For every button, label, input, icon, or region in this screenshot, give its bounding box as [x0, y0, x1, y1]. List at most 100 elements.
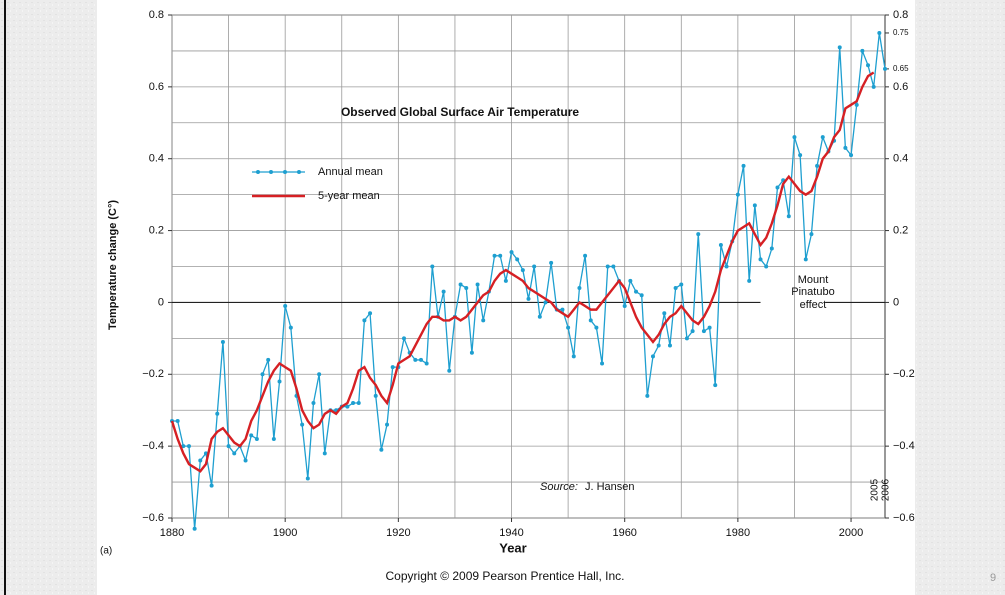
point	[300, 422, 305, 427]
point	[186, 444, 191, 449]
point	[481, 318, 486, 323]
point	[362, 318, 367, 323]
source-label: Source:	[540, 481, 578, 493]
point	[634, 289, 639, 294]
point	[588, 318, 593, 323]
legend-marker	[283, 170, 287, 174]
figure-background	[97, 0, 915, 595]
point	[809, 232, 814, 237]
y-axis-label: Temperature change (C°)	[107, 200, 119, 330]
page-number: 9	[990, 572, 996, 584]
point	[447, 368, 452, 373]
point	[175, 418, 180, 423]
point	[718, 242, 723, 247]
y-tick-label: 0.6	[149, 81, 164, 93]
point	[854, 102, 859, 107]
y2-tick-label: 0	[893, 296, 899, 308]
point	[866, 63, 871, 68]
point	[215, 411, 220, 416]
point	[458, 282, 463, 287]
point	[645, 393, 650, 398]
panel-label: (a)	[100, 546, 112, 557]
point	[628, 278, 633, 283]
point	[424, 361, 429, 366]
point	[475, 282, 480, 287]
x-tick-label: 1900	[273, 527, 297, 539]
point	[583, 253, 588, 258]
point	[515, 257, 520, 262]
point	[662, 311, 667, 316]
point	[758, 257, 763, 262]
point	[271, 436, 276, 441]
point	[220, 339, 225, 344]
end-label: 2006	[881, 478, 892, 501]
point	[741, 163, 746, 168]
point	[883, 66, 887, 71]
legend-label: 5-year mean	[318, 190, 380, 202]
source: J. Hansen	[585, 481, 635, 493]
plot: 1880 1900 1920 1940 1960 1980 2000 0.8 0.6 0.4 0.2…	[142, 9, 914, 539]
point	[747, 278, 752, 283]
point	[752, 203, 757, 208]
annotation: effect	[800, 299, 827, 311]
point	[243, 458, 248, 463]
point	[260, 372, 265, 377]
point	[351, 401, 356, 406]
point	[305, 476, 310, 481]
point	[566, 325, 571, 330]
point	[430, 264, 435, 269]
end-label: 2005	[870, 478, 881, 501]
y2-tick-label: −0.6	[893, 512, 915, 524]
point	[571, 354, 576, 359]
point	[441, 289, 446, 294]
point	[684, 336, 689, 341]
point	[526, 296, 531, 301]
x-axis-label: Year	[499, 540, 526, 555]
point	[402, 336, 407, 341]
point	[611, 264, 616, 269]
point	[673, 286, 678, 291]
point	[560, 307, 565, 312]
point	[679, 282, 684, 287]
point	[667, 343, 672, 348]
point	[815, 163, 820, 168]
point	[192, 526, 197, 531]
annotation: Mount	[798, 274, 829, 286]
point	[373, 393, 378, 398]
point	[322, 451, 327, 456]
point	[600, 361, 605, 366]
point	[549, 260, 554, 265]
y-tick-label: −0.2	[142, 368, 164, 380]
point	[724, 264, 729, 269]
point	[786, 214, 791, 219]
y-tick-label: 0.4	[149, 153, 164, 165]
point	[311, 401, 316, 406]
point	[209, 483, 214, 488]
y2-tick-label: 0.4	[893, 153, 908, 165]
point	[803, 257, 808, 262]
point	[413, 357, 418, 362]
point	[701, 329, 706, 334]
y-tick-label: 0	[158, 296, 164, 308]
point	[520, 268, 525, 273]
y-tick-label: 0.2	[149, 224, 164, 236]
point	[532, 264, 537, 269]
point	[379, 447, 384, 452]
point	[492, 253, 497, 258]
point	[792, 135, 797, 140]
point	[798, 153, 803, 158]
point	[594, 325, 599, 330]
point	[775, 185, 780, 190]
legend-label: Annual mean	[318, 166, 383, 178]
point	[181, 444, 186, 449]
series-line	[170, 71, 875, 473]
point	[498, 253, 503, 258]
y2-tick-label: −0.2	[893, 368, 915, 380]
point	[735, 192, 740, 197]
point	[877, 30, 882, 35]
copyright: Copyright © 2009 Pearson Prentice Hall, …	[386, 569, 625, 583]
x-tick-label: 1980	[726, 527, 750, 539]
point	[820, 135, 825, 140]
point	[464, 286, 469, 291]
point	[254, 436, 259, 441]
